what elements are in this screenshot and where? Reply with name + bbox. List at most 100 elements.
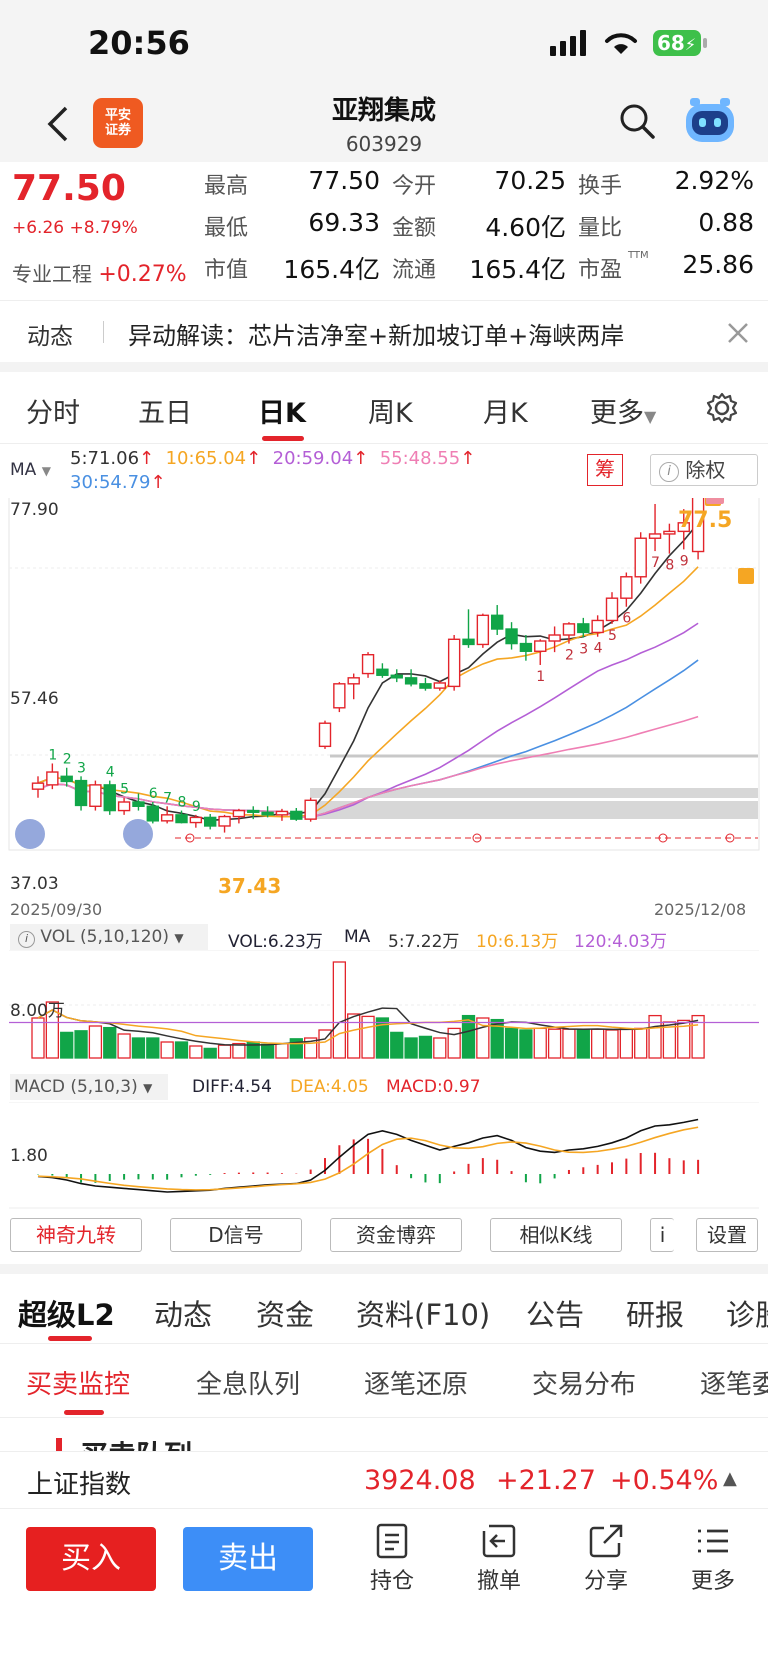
tab-timeshare[interactable]: 分时 bbox=[26, 398, 80, 429]
tab-news[interactable]: 动态 bbox=[154, 1298, 213, 1332]
news-text: 异动解读：芯片洁净室+新加坡订单+海峡两岸 bbox=[128, 322, 625, 350]
candle-body bbox=[46, 771, 59, 786]
close-icon[interactable] bbox=[726, 321, 750, 345]
subtab-trade-distribution[interactable]: 交易分布 bbox=[532, 1370, 637, 1400]
ma-selector[interactable]: MA ▼ bbox=[10, 460, 51, 480]
index-name: 上证指数 bbox=[27, 1470, 132, 1500]
back-icon[interactable] bbox=[44, 106, 72, 142]
expand-up-icon[interactable]: ▲ bbox=[723, 1468, 737, 1489]
signal-icon bbox=[550, 30, 586, 56]
capital-game-button[interactable]: 资金博弈 bbox=[330, 1218, 462, 1252]
nine-count-label: 5 bbox=[608, 628, 617, 644]
cancel-order-action[interactable]: 撤单 bbox=[469, 1523, 529, 1595]
volume-bar bbox=[433, 1037, 447, 1059]
partial-button[interactable]: i bbox=[650, 1218, 674, 1252]
quote-label: 最低 bbox=[204, 216, 249, 241]
more-label: 更多 bbox=[690, 1569, 735, 1594]
candle-body bbox=[203, 816, 217, 827]
volume-ma10: 10:6.13万 bbox=[476, 932, 559, 952]
candle-body bbox=[390, 674, 403, 679]
search-icon[interactable] bbox=[618, 102, 656, 140]
subtab-monitor[interactable]: 买卖监控 bbox=[26, 1370, 131, 1400]
candle-body bbox=[361, 654, 375, 675]
tab-super-l2[interactable]: 超级L2 bbox=[18, 1298, 115, 1332]
adjust-rights-button[interactable]: i 除权 bbox=[650, 454, 758, 486]
quote-value: 165.4亿 bbox=[283, 255, 380, 284]
tab-announcement[interactable]: 公告 bbox=[526, 1298, 585, 1332]
news-bar[interactable]: 动态 异动解读：芯片洁净室+新加坡订单+海峡两岸 bbox=[0, 300, 768, 362]
tab-research[interactable]: 研报 bbox=[626, 1298, 685, 1332]
volume-ma-label: MA bbox=[344, 927, 371, 947]
chip-distribution-button[interactable]: 筹 bbox=[587, 454, 623, 486]
chart-settings-button[interactable]: 设置 bbox=[696, 1218, 758, 1252]
quote-label: 换手 bbox=[578, 174, 623, 199]
subtab-tick-orders[interactable]: 逐笔委托 bbox=[700, 1370, 768, 1400]
y-axis-low: 37.03 bbox=[10, 874, 59, 894]
tool-buttons: 神奇九转 D信号 资金博弈 相似K线 i 设置 bbox=[0, 1218, 768, 1258]
sell-button[interactable]: 卖出 bbox=[183, 1527, 313, 1591]
volume-legend: i VOL (5,10,120) ▼ VOL:6.23万 MA 5:7.22万 … bbox=[10, 924, 768, 952]
macd-chart[interactable] bbox=[0, 1102, 768, 1210]
nine-count-label: 1 bbox=[48, 747, 57, 763]
subtab-tick-replay[interactable]: 逐笔还原 bbox=[364, 1370, 469, 1400]
caret-down-icon: ▼ bbox=[143, 1081, 153, 1095]
volume-chart[interactable] bbox=[0, 950, 768, 1062]
robot-assistant-icon[interactable] bbox=[682, 96, 738, 144]
quote-value: 77.50 bbox=[308, 166, 380, 195]
nine-count-label: 7 bbox=[163, 790, 172, 806]
tab-capital[interactable]: 资金 bbox=[256, 1298, 315, 1332]
sector-percent: +0.27% bbox=[98, 262, 187, 287]
share-action[interactable]: 分享 bbox=[576, 1523, 636, 1595]
settings-gear-icon[interactable] bbox=[706, 392, 738, 424]
pe-ttm-label: TTM bbox=[628, 250, 649, 261]
tab-more[interactable]: 更多▼ bbox=[590, 391, 656, 430]
section-separator bbox=[0, 362, 768, 372]
macd-diff-line bbox=[37, 1118, 699, 1193]
volume-bar bbox=[634, 1027, 648, 1059]
candle-body bbox=[232, 809, 246, 818]
candle-body bbox=[376, 668, 389, 676]
quote-label: 市盈 bbox=[578, 258, 623, 283]
tab-monthly-k[interactable]: 月K bbox=[483, 398, 528, 429]
tab-daily-k[interactable]: 日K bbox=[258, 398, 306, 429]
arrow-up-icon: ↑ bbox=[460, 448, 476, 469]
volume-bar bbox=[375, 1017, 390, 1059]
volume-bar bbox=[318, 1029, 332, 1059]
share-icon bbox=[589, 1524, 623, 1558]
macd-value: MACD:0.97 bbox=[386, 1077, 481, 1097]
chart-frame bbox=[8, 498, 760, 851]
subtab-queue[interactable]: 全息队列 bbox=[196, 1370, 301, 1400]
tab-f10[interactable]: 资料(F10) bbox=[356, 1298, 491, 1332]
last-price: 77.50 bbox=[12, 168, 126, 209]
candle-body bbox=[275, 810, 289, 816]
y-axis-mid: 57.46 bbox=[10, 689, 59, 709]
magic-nine-button[interactable]: 神奇九转 bbox=[10, 1218, 142, 1252]
quote-label: 今开 bbox=[392, 174, 437, 199]
sector-info[interactable]: 专业工程 +0.27% bbox=[12, 258, 187, 287]
nine-count-label: 6 bbox=[149, 786, 158, 802]
volume-bar bbox=[74, 1030, 88, 1059]
quote-label: 量比 bbox=[578, 216, 623, 241]
d-signal-button[interactable]: D信号 bbox=[170, 1218, 302, 1252]
buy-button[interactable]: 买入 bbox=[26, 1527, 156, 1591]
broker-logo[interactable]: 平安 证券 bbox=[93, 98, 143, 148]
index-value: 3924.08 bbox=[364, 1465, 476, 1496]
cancel-order-icon bbox=[482, 1524, 516, 1558]
volume-indicator-selector[interactable]: i VOL (5,10,120) ▼ bbox=[10, 924, 208, 950]
index-bar[interactable]: 上证指数 3924.08 +21.27 +0.54% ▲ bbox=[0, 1451, 768, 1507]
tab-five-day[interactable]: 五日 bbox=[138, 398, 192, 429]
ma10-value: 10:65.04 bbox=[165, 448, 247, 469]
tab-diagnosis[interactable]: 诊股 bbox=[726, 1298, 768, 1332]
candle-body bbox=[160, 814, 174, 822]
candle-body bbox=[433, 682, 446, 689]
holdings-action[interactable]: 持仓 bbox=[362, 1523, 422, 1595]
high-price-mark: 77.5 bbox=[678, 508, 733, 533]
macd-indicator-selector[interactable]: MACD (5,10,3) ▼ bbox=[10, 1074, 168, 1100]
similar-k-button[interactable]: 相似K线 bbox=[490, 1218, 622, 1252]
tab-weekly-k[interactable]: 周K bbox=[368, 398, 413, 429]
volume-bar bbox=[146, 1037, 160, 1059]
section-marker bbox=[56, 1438, 62, 1452]
volume-bar bbox=[547, 1028, 562, 1059]
more-action[interactable]: 更多 bbox=[683, 1523, 743, 1595]
